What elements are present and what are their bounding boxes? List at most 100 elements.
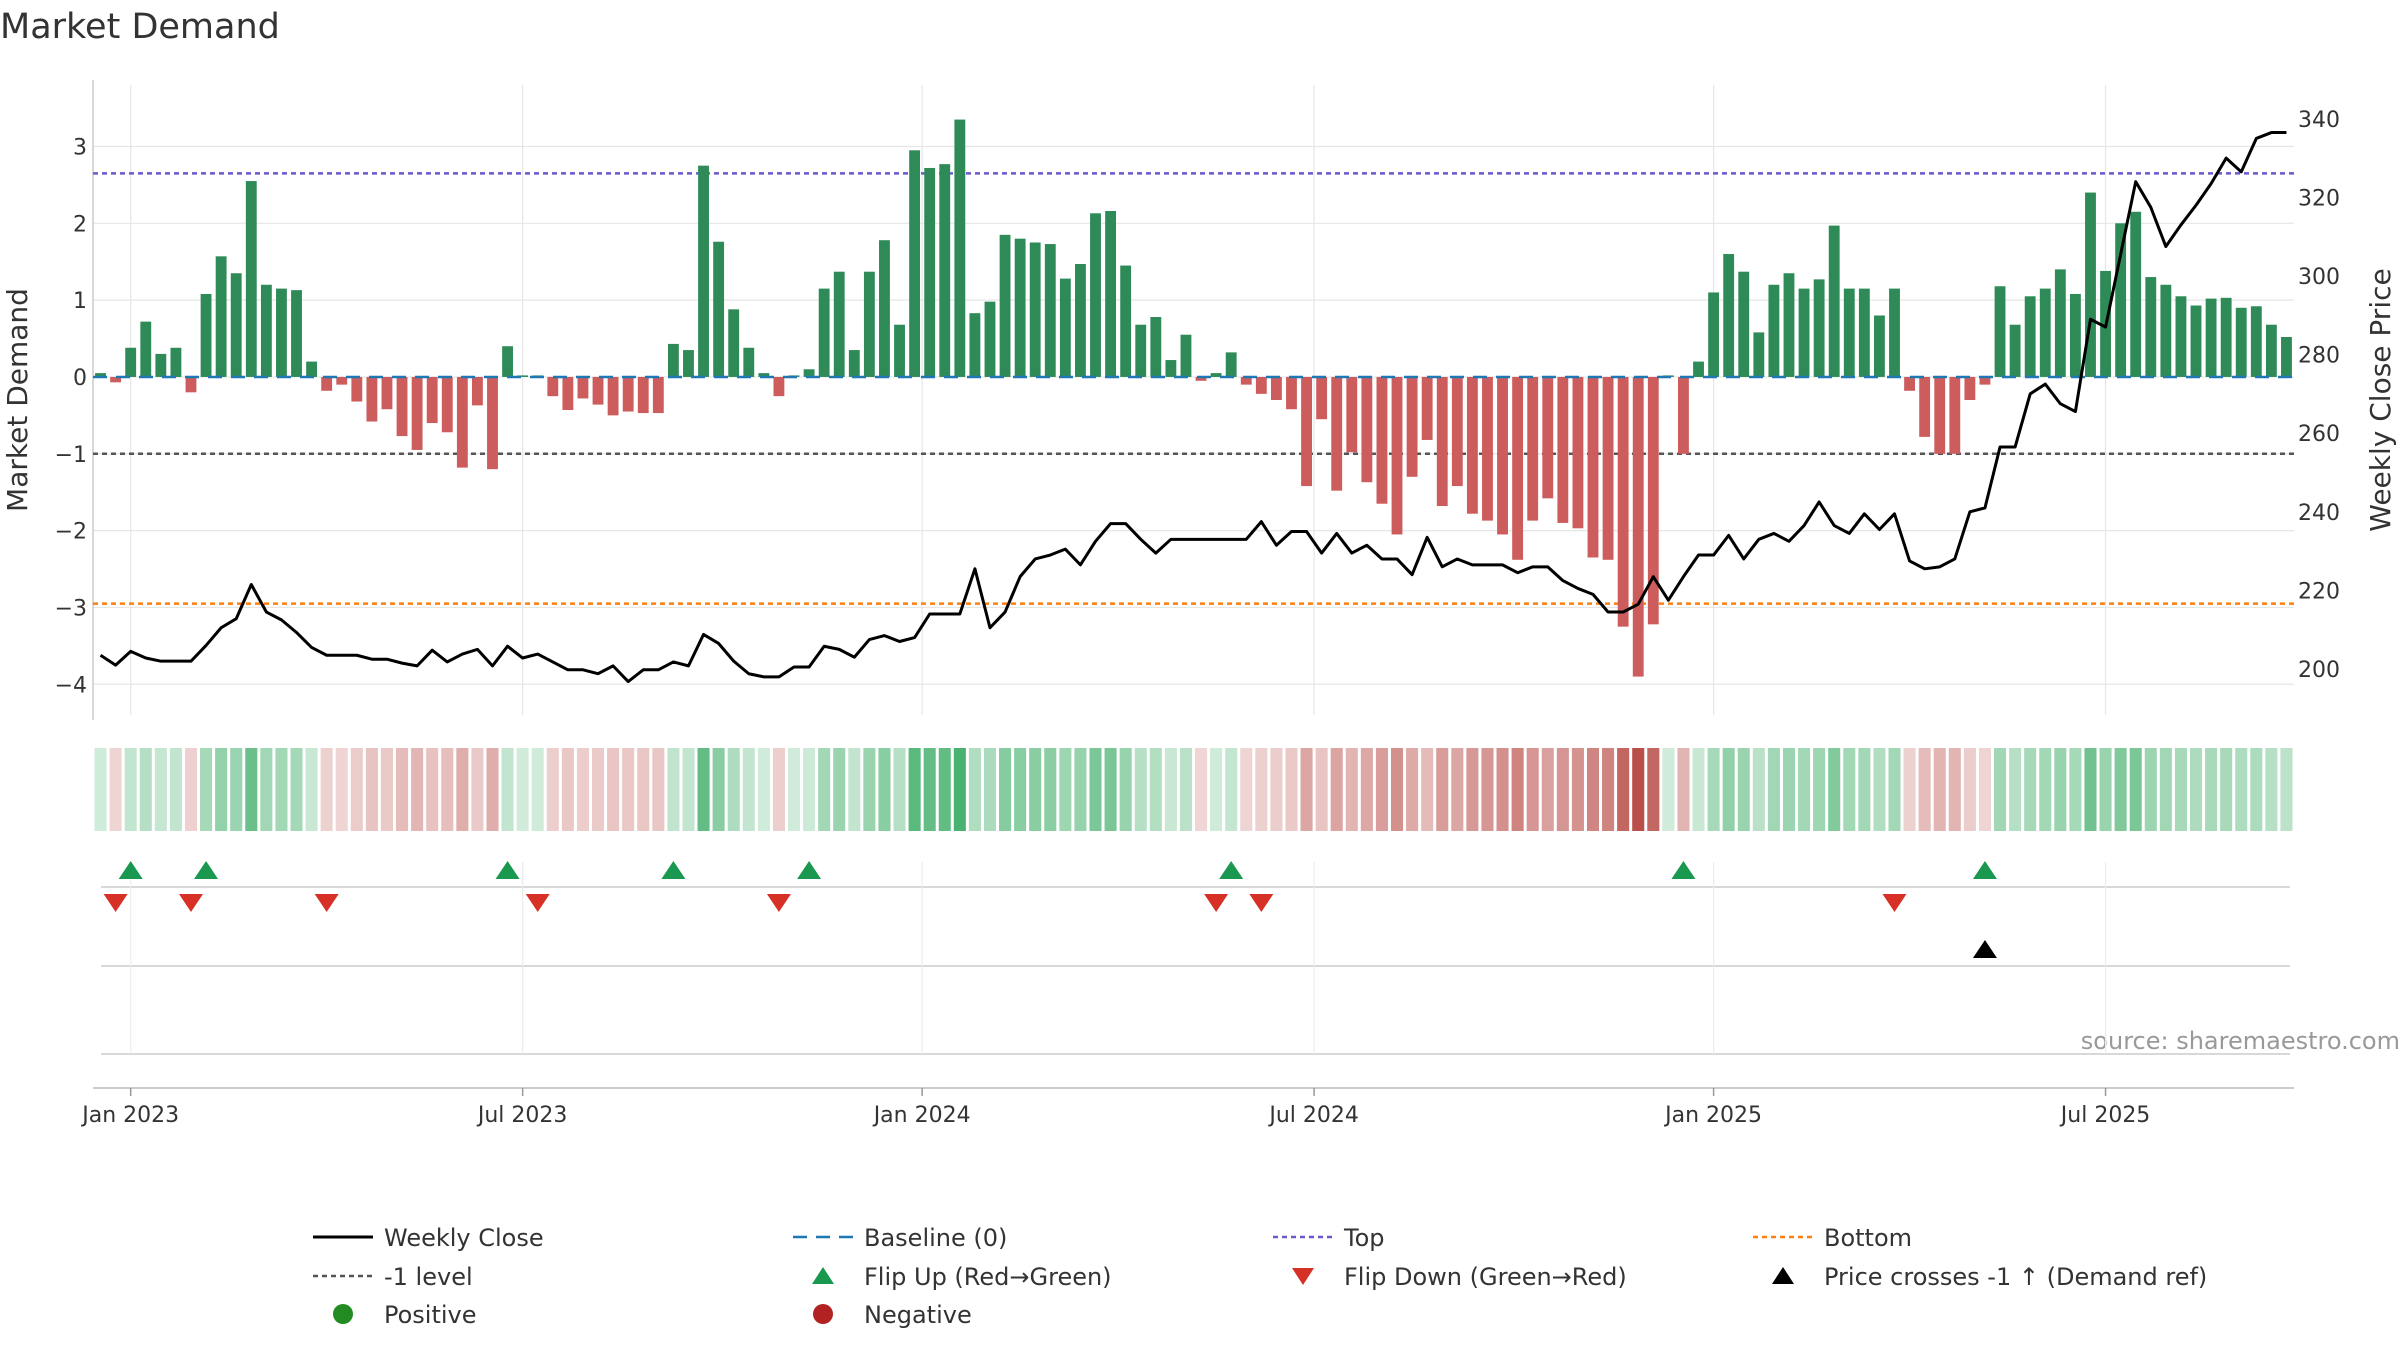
heat-cell-40: [697, 748, 710, 831]
heat-cell-1: [109, 748, 122, 831]
flip-up-marker-7: [1972, 861, 1997, 879]
heat-cell-120: [1903, 748, 1916, 831]
heat-cell-145: [2280, 748, 2293, 831]
demand-bar-142: [2235, 307, 2247, 377]
demand-bar-37: [652, 376, 664, 414]
flip-up-marker-6: [1671, 861, 1696, 879]
y-right-tick-1: 320: [2298, 186, 2340, 211]
heat-cell-134: [2114, 748, 2127, 831]
x-tick-label-1: Jul 2023: [476, 1103, 568, 1128]
heat-cell-51: [863, 748, 876, 831]
demand-bar-32: [577, 376, 589, 399]
heat-cell-33: [591, 748, 605, 831]
demand-bar-64: [1059, 278, 1071, 377]
flip-down-marker-2: [314, 894, 339, 912]
demand-bar-99: [1587, 376, 1599, 558]
heat-cell-30: [546, 748, 559, 831]
heat-cell-44: [757, 748, 770, 831]
heat-cell-34: [607, 748, 620, 831]
heat-cell-22: [426, 748, 439, 831]
y-right-tick-6: 220: [2298, 579, 2340, 604]
legend-cross-swatch: [1772, 1267, 1794, 1284]
heat-cell-100: [1602, 748, 1615, 831]
heat-cell-49: [833, 748, 846, 831]
chart-title: Market Demand: [0, 7, 280, 47]
heat-cell-46: [787, 748, 801, 831]
demand-bar-51: [863, 271, 875, 377]
heat-cell-89: [1436, 748, 1449, 831]
heat-cell-139: [2189, 748, 2203, 831]
heat-cell-115: [1828, 748, 1841, 831]
demand-bar-52: [879, 240, 890, 377]
heat-cell-91: [1466, 748, 1479, 831]
heat-cell-84: [1360, 748, 1373, 831]
legend-flip-up-swatch: [812, 1267, 834, 1284]
demand-bar-78: [1270, 376, 1282, 400]
heat-cell-132: [2084, 748, 2097, 831]
demand-bar-65: [1075, 264, 1086, 377]
axis-ticks: 3 2 1 0 −1 −2 −3 −4 340 320 300 280 260 240 220 200: [55, 108, 2340, 698]
heat-cell-96: [1541, 748, 1554, 831]
heat-cell-61: [1014, 748, 1027, 831]
heat-cell-136: [2144, 748, 2157, 831]
flip-up-marker-2: [495, 861, 520, 879]
flip-up-marker-0: [118, 861, 143, 879]
y-right-tick-5: 240: [2298, 501, 2340, 526]
heat-cell-128: [2024, 748, 2037, 831]
demand-bar-123: [1949, 376, 1961, 454]
heat-cell-74: [1210, 748, 1223, 831]
legend-label-flipup: Flip Up (Red→Green): [864, 1263, 1112, 1291]
demand-bar-61: [1014, 238, 1026, 377]
heat-cell-4: [154, 748, 167, 831]
heat-cell-12: [275, 748, 288, 831]
heat-cell-90: [1451, 748, 1464, 831]
demand-bar-129: [2039, 288, 2051, 377]
demand-bar-12: [276, 288, 287, 377]
legend-label-top: Top: [1343, 1224, 1385, 1252]
demand-bar-42: [728, 309, 740, 377]
heat-cell-25: [471, 748, 484, 831]
demand-bar-103: [1647, 376, 1659, 625]
heat-cell-83: [1345, 748, 1358, 831]
demand-bar-87: [1406, 376, 1418, 477]
heat-cell-58: [968, 748, 981, 831]
legend-label-flipdown: Flip Down (Green→Red): [1344, 1263, 1627, 1291]
heat-cell-82: [1330, 748, 1343, 831]
reference-lines: [93, 172, 2294, 605]
demand-bar-110: [1753, 332, 1765, 377]
heat-cell-104: [1662, 748, 1675, 831]
heat-cell-110: [1752, 748, 1765, 831]
heat-cell-116: [1843, 748, 1856, 831]
demand-heat-strip: [94, 748, 2293, 831]
heat-cell-144: [2265, 748, 2278, 831]
heat-cell-98: [1571, 748, 1584, 831]
demand-bar-86: [1391, 376, 1403, 535]
source-label: source: sharemaestro.com: [2081, 1027, 2400, 1055]
y-axis-left-title: Market Demand: [1, 288, 34, 512]
legend-flip-down-swatch: [1292, 1268, 1314, 1285]
demand-bar-92: [1482, 376, 1493, 521]
heat-cell-24: [456, 748, 469, 831]
flip-up-marker-4: [797, 861, 822, 879]
demand-bar-130: [2054, 269, 2066, 377]
heat-cell-20: [396, 748, 409, 831]
heat-cell-68: [1119, 748, 1132, 831]
y-right-tick-4: 260: [2298, 422, 2340, 447]
heat-cell-92: [1481, 748, 1494, 831]
demand-bar-27: [502, 346, 513, 377]
heat-cell-11: [260, 748, 273, 831]
heat-cell-21: [411, 748, 424, 831]
demand-bar-94: [1512, 376, 1524, 560]
demand-bar-66: [1090, 213, 1101, 377]
flip-down-marker-4: [766, 894, 791, 912]
demand-bar-137: [2160, 284, 2172, 377]
grid-lines: [92, 80, 2294, 720]
heat-cell-29: [531, 748, 544, 831]
demand-bar-28: [517, 375, 529, 377]
heat-cell-77: [1255, 748, 1268, 831]
y-left-tick-3: 0: [73, 366, 87, 391]
heat-cell-119: [1888, 748, 1901, 831]
heat-cell-27: [501, 748, 514, 831]
x-tick-label-2: Jan 2024: [872, 1103, 971, 1128]
